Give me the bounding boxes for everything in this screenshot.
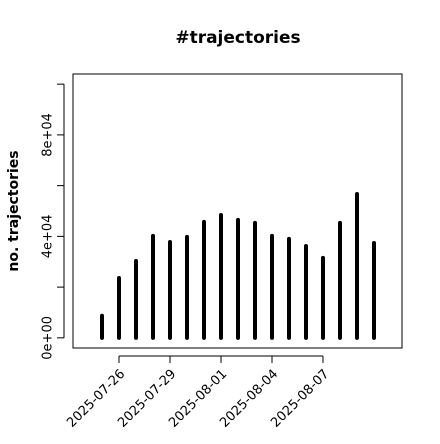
- y-axis-title: no. trajectories: [6, 150, 22, 271]
- y-tick-label: 4e+04: [41, 215, 56, 259]
- plot-frame: [72, 73, 403, 349]
- y-tick-label: 0e+00: [41, 316, 56, 360]
- y-tick-label: 8e+04: [41, 113, 56, 157]
- chart-title: #trajectories: [175, 28, 300, 48]
